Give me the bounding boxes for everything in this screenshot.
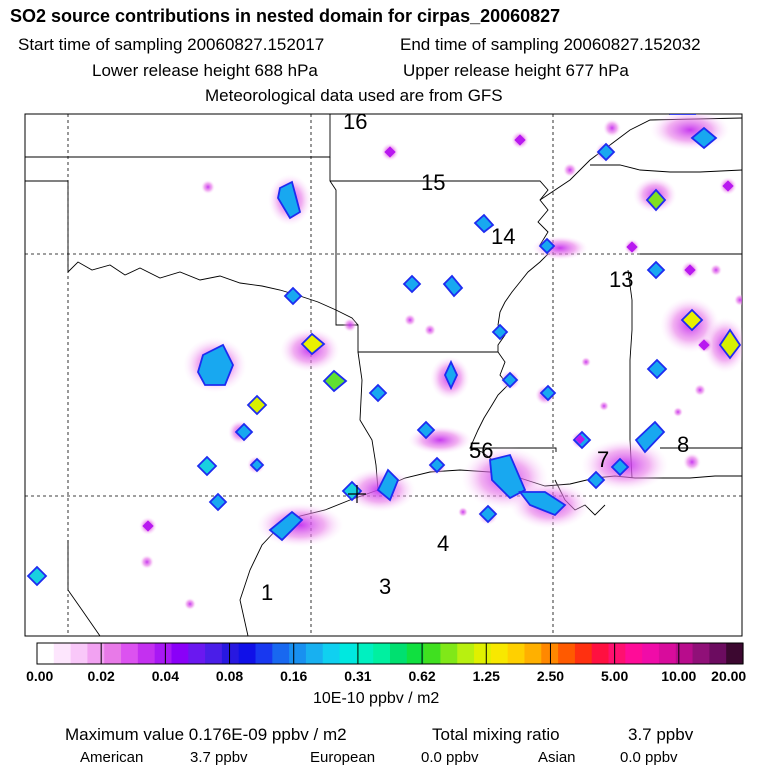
region-label-1: 1 bbox=[261, 580, 273, 605]
total-mixing-label: Total mixing ratio bbox=[432, 725, 560, 744]
region-labels: 16 15 14 13 56 7 8 1 3 4 bbox=[261, 109, 689, 605]
map-frame bbox=[24, 113, 743, 637]
region-label-4: 4 bbox=[437, 531, 449, 556]
colorbar-segment bbox=[87, 643, 105, 664]
colorbar-tick-label: 0.62 bbox=[408, 668, 436, 684]
colorbar-segment bbox=[507, 643, 526, 664]
colorbar-segment bbox=[608, 643, 626, 664]
colorbar-segment bbox=[104, 643, 122, 664]
lower-release-height: Lower release height 688 hPa bbox=[92, 61, 318, 80]
colorbar-tick-label: 20.00 bbox=[711, 668, 747, 684]
colorbar-segment bbox=[423, 643, 442, 664]
colorbar-tick-label: 0.31 bbox=[344, 668, 372, 684]
colorbar-segment bbox=[154, 643, 173, 664]
colorbar-segment bbox=[289, 643, 307, 664]
colorbar-segment bbox=[558, 643, 576, 664]
region-label-8: 8 bbox=[677, 432, 689, 457]
colorbar-segment bbox=[709, 643, 727, 664]
colorbar-segment bbox=[305, 643, 324, 664]
colorbar-tick-label: 0.02 bbox=[87, 668, 115, 684]
colorbar-tick-label: 10.00 bbox=[661, 668, 697, 684]
european-value: 0.0 ppbv bbox=[421, 749, 479, 766]
colorbar-segment bbox=[524, 643, 542, 664]
map-features bbox=[25, 114, 742, 636]
colorbar-tick-label: 0.04 bbox=[151, 668, 179, 684]
end-time: End time of sampling 20060827.152032 bbox=[400, 35, 701, 54]
region-label-14: 14 bbox=[491, 224, 515, 249]
region-label-56: 56 bbox=[469, 438, 493, 463]
colorbar bbox=[36, 643, 744, 664]
total-mixing-value: 3.7 ppbv bbox=[628, 725, 694, 744]
colorbar-segment bbox=[205, 643, 223, 664]
colorbar-segment bbox=[390, 643, 408, 664]
max-value: Maximum value 0.176E-09 ppbv / m2 bbox=[65, 725, 347, 744]
start-time: Start time of sampling 20060827.152017 bbox=[18, 35, 325, 54]
colorbar-segment bbox=[37, 643, 55, 664]
met-data-source: Meteorological data used are from GFS bbox=[205, 86, 503, 105]
colorbar-segment bbox=[490, 643, 509, 664]
colorbar-segment bbox=[642, 643, 660, 664]
colorbar-segment bbox=[658, 643, 677, 664]
figure-title: SO2 source contributions in nested domai… bbox=[10, 6, 561, 26]
colorbar-segment bbox=[675, 643, 694, 664]
colorbar-segment bbox=[171, 643, 189, 664]
upper-release-height: Upper release height 677 hPa bbox=[403, 61, 629, 80]
colorbar-segment bbox=[440, 643, 458, 664]
colorbar-segment bbox=[474, 643, 492, 664]
colorbar-segment bbox=[322, 643, 341, 664]
american-label: American bbox=[80, 749, 144, 766]
colorbar-segment bbox=[591, 643, 610, 664]
colorbar-segment bbox=[255, 643, 273, 664]
source-location-marker bbox=[348, 485, 366, 503]
colorbar-tick-label: 1.25 bbox=[472, 668, 500, 684]
source-markers bbox=[26, 114, 742, 587]
region-label-13: 13 bbox=[609, 267, 633, 292]
minor-sources bbox=[142, 134, 734, 532]
asian-value: 0.0 ppbv bbox=[620, 749, 678, 766]
colorbar-segment bbox=[356, 643, 374, 664]
colorbar-segment bbox=[625, 643, 643, 664]
colorbar-segment bbox=[238, 643, 257, 664]
colorbar-segment bbox=[121, 643, 139, 664]
colorbar-segment bbox=[457, 643, 475, 664]
colorbar-segment bbox=[726, 643, 744, 664]
colorbar-frame bbox=[36, 642, 744, 665]
colorbar-tick-label: 0.00 bbox=[26, 668, 54, 684]
asian-label: Asian bbox=[538, 749, 576, 766]
colorbar-segment bbox=[70, 643, 89, 664]
colorbar-tick-label: 0.16 bbox=[280, 668, 308, 684]
colorbar-segment bbox=[574, 643, 593, 664]
colorbar-segment bbox=[53, 643, 72, 664]
colorbar-segment bbox=[137, 643, 156, 664]
colorbar-segment bbox=[339, 643, 357, 664]
colorbar-segment bbox=[406, 643, 425, 664]
region-label-7: 7 bbox=[597, 447, 609, 472]
colorbar-segment bbox=[373, 643, 391, 664]
region-label-3: 3 bbox=[379, 574, 391, 599]
region-label-15: 15 bbox=[421, 170, 445, 195]
american-value: 3.7 ppbv bbox=[190, 749, 248, 766]
european-label: European bbox=[310, 749, 376, 766]
colorbar-segment bbox=[221, 643, 240, 664]
colorbar-segment bbox=[188, 643, 206, 664]
colorbar-tick-label: 2.50 bbox=[536, 668, 565, 684]
colorbar-segment bbox=[272, 643, 290, 664]
colorbar-tick-label: 5.00 bbox=[601, 668, 629, 684]
colorbar-segment bbox=[692, 643, 710, 664]
colorbar-unit: 10E-10 ppbv / m2 bbox=[313, 690, 440, 707]
colorbar-tick-label: 0.08 bbox=[215, 668, 244, 684]
region-label-16: 16 bbox=[343, 109, 367, 134]
